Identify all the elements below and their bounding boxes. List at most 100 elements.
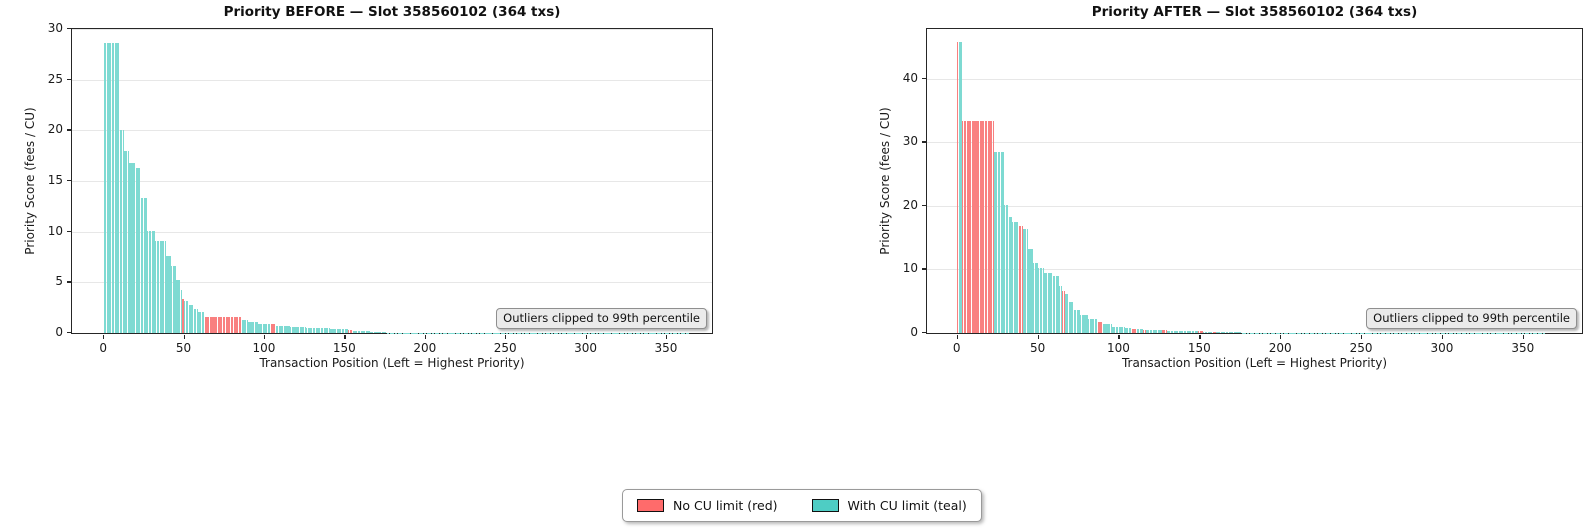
bar [275, 325, 277, 333]
bar [425, 332, 427, 333]
bar [302, 327, 305, 333]
bar [1136, 329, 1138, 333]
bar [1180, 331, 1182, 333]
bar [187, 300, 189, 333]
bar [294, 327, 297, 333]
gridline [927, 142, 1582, 144]
bar [1099, 321, 1101, 333]
bar [233, 316, 236, 333]
bar [278, 325, 281, 333]
x-tick-label: 250 [1349, 341, 1373, 355]
bar [248, 321, 250, 333]
bar [1215, 332, 1218, 333]
y-tick-label: 5 [55, 274, 63, 289]
bar [253, 321, 255, 333]
x-tick-mark [263, 335, 266, 339]
bar [380, 331, 382, 333]
bar [1196, 331, 1198, 333]
bar [1238, 332, 1240, 333]
bar [193, 308, 195, 333]
bar [1016, 222, 1019, 333]
bar [126, 150, 128, 333]
gridline [927, 205, 1582, 207]
bar [373, 331, 375, 333]
bar [1157, 330, 1159, 333]
bar [283, 325, 285, 333]
bar [1156, 330, 1158, 333]
bar [1109, 324, 1111, 333]
bar [1233, 332, 1235, 333]
x-tick-label: 250 [493, 341, 517, 355]
bar [413, 332, 416, 333]
chart-title: Priority AFTER — Slot 358560102 (364 txs… [1091, 4, 1418, 20]
bar [269, 323, 271, 333]
bar [156, 240, 158, 333]
bar [1210, 331, 1213, 333]
bar [396, 332, 398, 333]
x-tick-label: 50 [1029, 341, 1046, 355]
bar [364, 330, 366, 333]
bar [314, 328, 316, 333]
bar [188, 304, 191, 333]
bar [381, 331, 383, 333]
y-tick-label: 20 [902, 197, 918, 212]
bar [330, 329, 332, 333]
bar [280, 325, 282, 333]
bar [1002, 151, 1004, 333]
bar [965, 121, 967, 333]
bar [1055, 275, 1058, 333]
x-tick-label: 150 [332, 341, 356, 355]
bar [989, 121, 991, 333]
bar [1186, 331, 1189, 333]
x-tick-label: 300 [574, 341, 598, 355]
chart-after: Priority AFTER — Slot 358560102 (364 txs… [878, 0, 1583, 400]
bar [1010, 217, 1012, 333]
bar [134, 162, 136, 333]
bar [958, 41, 960, 333]
bar [320, 328, 322, 333]
bar [1081, 315, 1083, 333]
bar [209, 316, 211, 333]
bar [301, 327, 303, 333]
plot-area: Outliers clipped to 99th percentile [71, 28, 713, 334]
bar [1146, 330, 1148, 333]
bar [328, 328, 330, 333]
bar [277, 325, 279, 333]
bar [1112, 326, 1114, 333]
bar [1036, 263, 1038, 333]
bar [1058, 285, 1061, 333]
bar [1110, 324, 1112, 333]
bar [1094, 319, 1096, 333]
bar [968, 121, 970, 333]
x-tick-mark [665, 335, 668, 339]
bar [1012, 222, 1014, 333]
bar [163, 240, 165, 333]
bar [290, 327, 292, 333]
bar [288, 325, 290, 333]
x-tick-label: 100 [1107, 341, 1130, 355]
bar [106, 43, 108, 333]
bar [296, 327, 298, 333]
bar [1028, 249, 1030, 333]
bar [1217, 332, 1219, 333]
bar [984, 121, 986, 333]
bar [384, 331, 387, 333]
bar [1101, 321, 1103, 333]
y-tick-label: 0 [55, 325, 63, 339]
bar [1202, 331, 1205, 333]
bar [999, 151, 1001, 333]
bar [267, 323, 269, 333]
bar [1201, 331, 1203, 333]
bar [286, 325, 289, 333]
bar [1071, 302, 1074, 333]
bar [365, 330, 367, 333]
bar [240, 316, 242, 333]
bar [116, 43, 118, 333]
bar [254, 321, 256, 333]
bar [1183, 331, 1185, 333]
bar [1120, 326, 1122, 333]
gridline [72, 130, 712, 132]
bar [399, 332, 401, 333]
bar [224, 316, 226, 333]
bar [1005, 204, 1007, 333]
